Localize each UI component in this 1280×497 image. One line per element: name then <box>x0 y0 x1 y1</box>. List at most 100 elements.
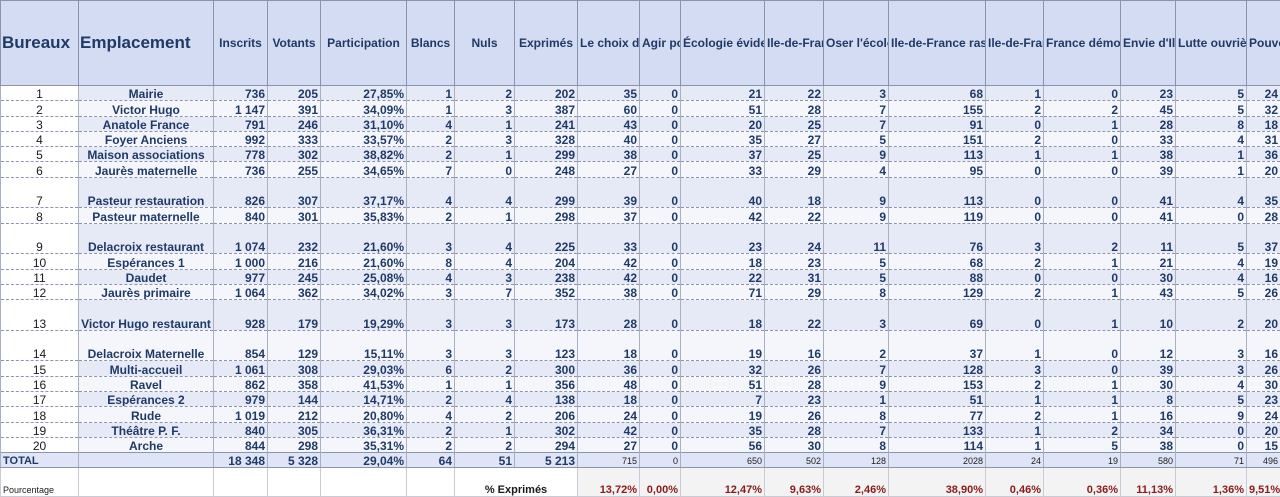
cell-nuls: 3 <box>455 131 515 146</box>
cell-candidate: 12 <box>1121 330 1176 361</box>
cell-candidate: 4 <box>824 162 889 177</box>
cell-candidate: 95 <box>889 162 986 177</box>
cell-candidate: 51 <box>681 101 765 116</box>
cell-candidate: 3 <box>1176 361 1247 376</box>
cell-candidate: 23 <box>1247 391 1280 406</box>
cell-participation: 34,09% <box>321 101 407 116</box>
cell-candidate: 31 <box>765 269 824 284</box>
percentage-candidate: 13,72% <box>578 468 640 497</box>
cell-candidate: 0 <box>640 269 681 284</box>
cell-votants: 298 <box>268 437 321 452</box>
cell-nuls: 4 <box>455 254 515 269</box>
cell-candidate: 2 <box>986 284 1044 299</box>
cell-exprimes: 299 <box>515 177 578 208</box>
cell-blancs: 4 <box>407 407 455 422</box>
cell-votants: 391 <box>268 101 321 116</box>
cell-candidate: 0 <box>640 376 681 391</box>
header-candidate: Agir pour ne plus subir <box>640 1 681 86</box>
cell-candidate: 28 <box>1247 208 1280 223</box>
cell-candidate: 2 <box>1044 101 1121 116</box>
cell-candidate: 60 <box>578 101 640 116</box>
cell-candidate: 37 <box>578 208 640 223</box>
cell-votants: 205 <box>268 86 321 101</box>
cell-candidate: 20 <box>1247 300 1280 331</box>
cell-candidate: 28 <box>765 376 824 391</box>
cell-candidate: 21 <box>681 86 765 101</box>
row-number: 15 <box>1 361 79 376</box>
cell-participation: 21,60% <box>321 254 407 269</box>
cell-inscrits: 1 074 <box>214 223 268 254</box>
cell-candidate: 7 <box>824 361 889 376</box>
cell-candidate: 28 <box>1121 116 1176 131</box>
cell-candidate: 23 <box>1121 86 1176 101</box>
cell-candidate: 24 <box>578 407 640 422</box>
header-votants: Votants <box>268 1 321 86</box>
cell-exprimes: 328 <box>515 131 578 146</box>
cell-exprimes: 204 <box>515 254 578 269</box>
cell-candidate: 16 <box>1121 407 1176 422</box>
cell-candidate: 19 <box>681 330 765 361</box>
row-number: 16 <box>1 376 79 391</box>
cell-candidate: 38 <box>578 147 640 162</box>
cell-nuls: 4 <box>455 177 515 208</box>
cell-nuls: 4 <box>455 223 515 254</box>
row-number: 13 <box>1 300 79 331</box>
cell-candidate: 71 <box>681 284 765 299</box>
cell-participation: 21,60% <box>321 223 407 254</box>
row-location: Théâtre P. F. <box>79 422 214 437</box>
cell-candidate: 5 <box>824 254 889 269</box>
cell-exprimes: 206 <box>515 407 578 422</box>
cell-candidate: 42 <box>681 208 765 223</box>
header-bureaux: Bureaux <box>1 1 79 86</box>
header-candidate: Écologie évidemment <box>681 1 765 86</box>
cell-candidate: 1 <box>1176 147 1247 162</box>
cell-candidate: 35 <box>1247 177 1280 208</box>
cell-candidate: 37 <box>681 147 765 162</box>
percentage-empty <box>407 468 455 497</box>
header-emplacement: Emplacement <box>79 1 214 86</box>
cell-candidate: 114 <box>889 437 986 452</box>
cell-candidate: 0 <box>640 391 681 406</box>
percentage-empty <box>321 468 407 497</box>
row-location: Delacroix restaurant <box>79 223 214 254</box>
cell-candidate: 27 <box>578 437 640 452</box>
cell-candidate: 34 <box>1121 422 1176 437</box>
header-candidate: Lutte ouvrière - faire entendre le camp … <box>1176 1 1247 86</box>
cell-candidate: 36 <box>1247 147 1280 162</box>
cell-candidate: 5 <box>1044 437 1121 452</box>
cell-candidate: 39 <box>1121 162 1176 177</box>
cell-exprimes: 294 <box>515 437 578 452</box>
percentage-empty <box>268 468 321 497</box>
cell-candidate: 18 <box>578 330 640 361</box>
cell-candidate: 4 <box>1176 254 1247 269</box>
cell-nuls: 3 <box>455 269 515 284</box>
cell-nuls: 3 <box>455 101 515 116</box>
cell-candidate: 26 <box>765 407 824 422</box>
cell-candidate: 28 <box>578 300 640 331</box>
cell-blancs: 3 <box>407 223 455 254</box>
cell-votants: 362 <box>268 284 321 299</box>
row-number: 4 <box>1 131 79 146</box>
row-location: Delacroix Maternelle <box>79 330 214 361</box>
cell-candidate: 5 <box>824 131 889 146</box>
cell-candidate: 43 <box>578 116 640 131</box>
total-candidate: 650 <box>681 453 765 468</box>
cell-candidate: 38 <box>1121 437 1176 452</box>
cell-candidate: 128 <box>889 361 986 376</box>
cell-candidate: 0 <box>640 101 681 116</box>
cell-candidate: 3 <box>986 361 1044 376</box>
cell-candidate: 0 <box>1044 177 1121 208</box>
cell-votants: 305 <box>268 422 321 437</box>
cell-candidate: 113 <box>889 147 986 162</box>
cell-candidate: 2 <box>1044 223 1121 254</box>
cell-blancs: 1 <box>407 101 455 116</box>
cell-exprimes: 387 <box>515 101 578 116</box>
cell-candidate: 0 <box>1044 269 1121 284</box>
cell-candidate: 9 <box>1176 407 1247 422</box>
